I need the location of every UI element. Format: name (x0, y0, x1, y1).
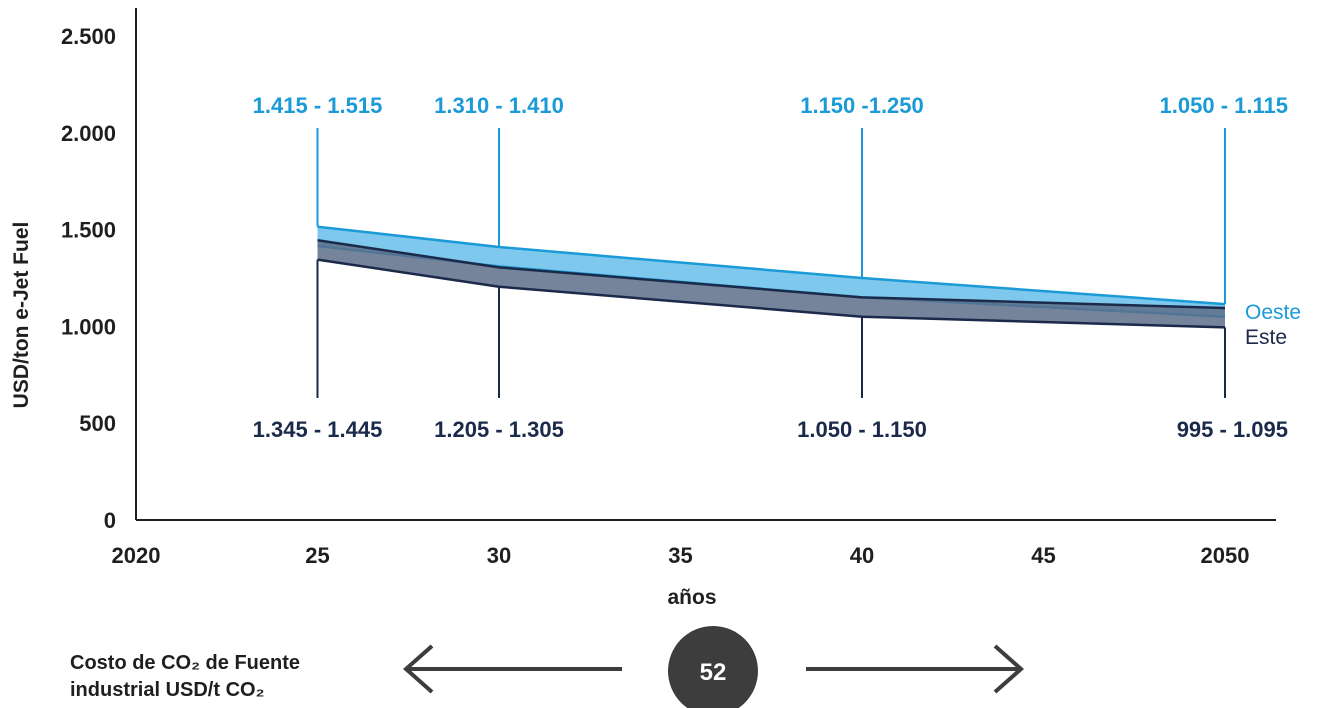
este-range-label: 995 - 1.095 (1177, 417, 1288, 442)
legend-este: Este (1245, 326, 1287, 349)
y-axis-label: USD/ton e-Jet Fuel (10, 222, 33, 409)
axes-layer (135, 8, 1276, 521)
este-range-label: 1.205 - 1.305 (434, 417, 564, 442)
arrow-left-icon (402, 644, 622, 694)
oeste-range-label: 1.310 - 1.410 (434, 93, 564, 118)
y-tick-label: 500 (79, 411, 116, 436)
x-tick-label: 40 (850, 543, 874, 568)
oeste-range-label: 1.150 -1.250 (800, 93, 924, 118)
y-tick-label: 0 (104, 508, 116, 533)
x-axis-label: años (667, 586, 716, 609)
co2-cost-badge (668, 626, 758, 708)
x-tick-label: 45 (1031, 543, 1055, 568)
oeste-range-label: 1.415 - 1.515 (253, 93, 383, 118)
x-tick-label: 35 (668, 543, 692, 568)
este-band-lower-line (317, 258, 1226, 329)
y-tick-label: 2.000 (61, 121, 116, 146)
y-tick-label: 2.500 (61, 24, 116, 49)
x-ticks-layer: 2020 25 30 35 40 45 2050 (112, 543, 1250, 568)
range-labels-layer: 1.415 - 1.515 1.345 - 1.445 1.310 - 1.410 1… (253, 93, 1288, 442)
co2-cost-badge-value: 52 (700, 659, 727, 686)
oeste-range-label: 1.050 - 1.115 (1160, 93, 1288, 118)
x-tick-label: 25 (305, 543, 329, 568)
este-range-label: 1.345 - 1.445 (253, 417, 383, 442)
y-ticks-layer: 0 500 1.000 1.500 2.000 2.500 (61, 24, 116, 533)
x-tick-label: 2050 (1201, 543, 1250, 568)
x-tick-label: 2020 (112, 543, 161, 568)
footer-label-line2: industrial USD/t CO₂ (70, 679, 264, 701)
este-band (317, 240, 1225, 328)
footer-label-line1: Costo de CO₂ de Fuente (70, 652, 300, 674)
y-tick-label: 1.500 (61, 218, 116, 243)
legend-oeste: Oeste (1245, 301, 1301, 324)
oeste-band-upper-line (317, 225, 1226, 306)
este-band-upper-line (317, 239, 1226, 310)
arrow-right-icon (806, 644, 1025, 694)
bands-layer (317, 225, 1226, 329)
este-range-label: 1.050 - 1.150 (797, 417, 927, 442)
oeste-band (317, 226, 1225, 317)
x-tick-label: 30 (487, 543, 511, 568)
drop-lines-layer (316, 128, 1226, 398)
y-tick-label: 1.000 (61, 314, 116, 339)
